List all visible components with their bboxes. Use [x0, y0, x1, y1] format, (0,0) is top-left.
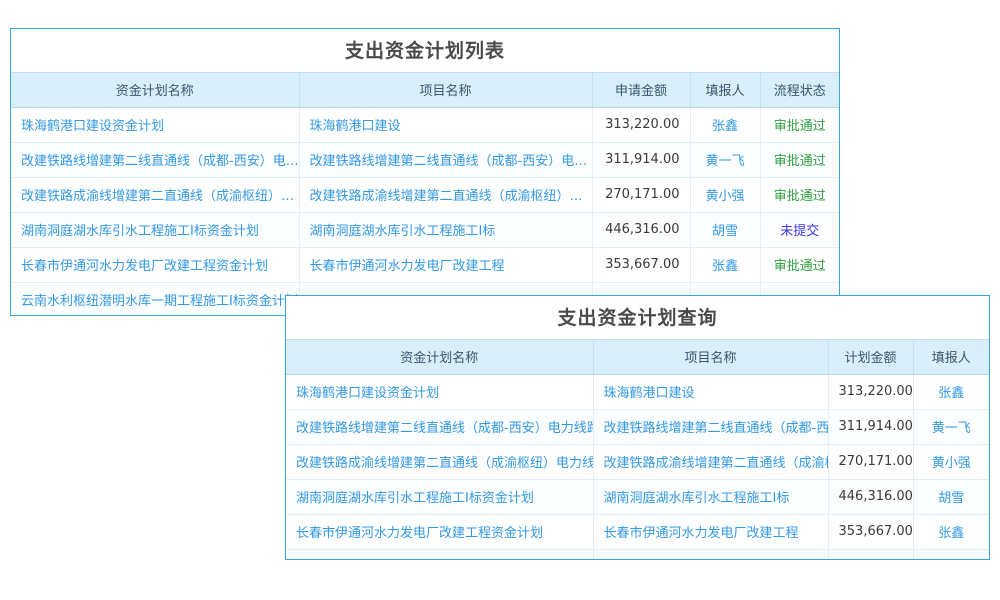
table-row[interactable]: 改建铁路线增建第二线直通线（成都-西安）电力线路迁 改建铁路线增建第二线直通线（… — [286, 409, 989, 445]
plan-query-table: 资金计划名称 项目名称 计划金额 填报人 珠海鹤港口建设资金计划 珠海鹤港口建设… — [286, 340, 989, 559]
cell-plan-name[interactable]: 改建铁路线增建第二线直通线（成都-西安）电力线路迁 — [286, 409, 594, 445]
cell-plan-name[interactable]: 长春市伊通河水力发电厂改建工程资金计划 — [11, 247, 300, 283]
cell-plan-name[interactable]: 珠海鹤港口建设资金计划 — [11, 107, 300, 143]
cell-plan-name[interactable]: 湖南洞庭湖水库引水工程施工I标资金计划 — [11, 212, 300, 248]
cell-plan-name[interactable]: 湖南洞庭湖水库引水工程施工I标资金计划 — [286, 479, 594, 515]
cell-amount: 313,220.00 — [592, 107, 691, 143]
column-header-amount[interactable]: 申请金额 — [592, 73, 691, 108]
column-header-plan-name[interactable]: 资金计划名称 — [11, 73, 300, 108]
cell-amount: 446,316.00 — [828, 479, 914, 515]
cell-amount: 446,316.00 — [592, 212, 691, 248]
cell-project-name[interactable]: 长春市伊通河水力发电厂改建工程 — [299, 247, 593, 283]
cell-plan-name[interactable]: 长春市伊通河水力发电厂改建工程资金计划 — [286, 514, 594, 550]
cell-plan-name[interactable]: 云南水利枢纽潜明水库一期工程施工I标资金计划 — [11, 282, 300, 315]
status-badge: 审批通过 — [760, 107, 839, 143]
cell-project-name[interactable]: 湖南洞庭湖水库引水工程施工I标 — [593, 479, 829, 515]
status-badge: 审批通过 — [760, 142, 839, 178]
cell-reporter[interactable]: 黄小强 — [913, 444, 989, 480]
table-header-row: 资金计划名称 项目名称 申请金额 填报人 流程状态 — [11, 73, 839, 108]
cell-project-name[interactable]: 改建铁路成渝线增建第二直通线（成渝枢 — [593, 444, 829, 480]
cell-plan-name[interactable]: 改建铁路线增建第二线直通线（成都-西安）电… — [11, 142, 300, 178]
cell-plan-name[interactable]: 改建铁路成渝线增建第二直通线（成渝枢纽）电力线路迁 — [286, 444, 594, 480]
expenditure-plan-list-panel: 支出资金计划列表 资金计划名称 项目名称 申请金额 填报人 流程状态 珠海鹤港口… — [10, 28, 840, 316]
column-header-plan-name[interactable]: 资金计划名称 — [286, 340, 594, 375]
column-header-status[interactable]: 流程状态 — [760, 73, 839, 108]
status-badge: 审批通过 — [760, 247, 839, 283]
cell-amount: 270,171.00 — [828, 444, 914, 480]
cell-reporter[interactable]: 胡雪 — [690, 212, 761, 248]
cell-amount: 353,667.00 — [828, 514, 914, 550]
cell-project-name[interactable]: 改建铁路成渝线增建第二直通线（成渝枢纽）… — [299, 177, 593, 213]
column-header-project-name[interactable]: 项目名称 — [593, 340, 829, 375]
cell-amount: 325,245.00 — [828, 549, 914, 559]
cell-reporter[interactable]: 张鑫 — [913, 374, 989, 410]
status-badge: 审批通过 — [760, 177, 839, 213]
cell-project-name[interactable]: 珠海鹤港口建设 — [593, 374, 829, 410]
table-row[interactable]: 长春市伊通河水力发电厂改建工程资金计划 长春市伊通河水力发电厂改建工程 353,… — [11, 247, 839, 283]
cell-plan-name[interactable]: 云南水利枢纽潜明水库一期工程施工I标资金计划 — [286, 549, 594, 559]
table-row[interactable]: 珠海鹤港口建设资金计划 珠海鹤港口建设 313,220.00 张鑫 — [286, 374, 989, 410]
cell-amount: 311,914.00 — [592, 142, 691, 178]
cell-project-name[interactable]: 改建铁路线增建第二线直通线（成都-西安 — [593, 409, 829, 445]
plan-list-table: 资金计划名称 项目名称 申请金额 填报人 流程状态 珠海鹤港口建设资金计划 珠海… — [11, 73, 839, 315]
table-header-row: 资金计划名称 项目名称 计划金额 填报人 — [286, 340, 989, 375]
cell-reporter[interactable]: 黄敏 — [913, 549, 989, 559]
table-row[interactable]: 珠海鹤港口建设资金计划 珠海鹤港口建设 313,220.00 张鑫 审批通过 — [11, 107, 839, 143]
cell-plan-name[interactable]: 珠海鹤港口建设资金计划 — [286, 374, 594, 410]
table-row[interactable]: 湖南洞庭湖水库引水工程施工I标资金计划 湖南洞庭湖水库引水工程施工I标 446,… — [11, 212, 839, 248]
table-row[interactable]: 湖南洞庭湖水库引水工程施工I标资金计划 湖南洞庭湖水库引水工程施工I标 446,… — [286, 479, 989, 515]
page-title: 支出资金计划列表 — [11, 29, 839, 73]
cell-project-name[interactable]: 长春市伊通河水力发电厂改建工程 — [593, 514, 829, 550]
table-row[interactable]: 云南水利枢纽潜明水库一期工程施工I标资金计划 云南水利枢纽潜明水库一期工程施工I… — [286, 549, 989, 559]
cell-amount: 311,914.00 — [828, 409, 914, 445]
cell-reporter[interactable]: 黄小强 — [690, 177, 761, 213]
cell-reporter[interactable]: 张鑫 — [913, 514, 989, 550]
cell-amount: 313,220.00 — [828, 374, 914, 410]
cell-project-name[interactable]: 改建铁路线增建第二线直通线（成都-西安）电… — [299, 142, 593, 178]
cell-amount: 353,667.00 — [592, 247, 691, 283]
cell-project-name[interactable]: 珠海鹤港口建设 — [299, 107, 593, 143]
table-row[interactable]: 改建铁路线增建第二线直通线（成都-西安）电… 改建铁路线增建第二线直通线（成都-… — [11, 142, 839, 178]
cell-project-name[interactable]: 云南水利枢纽潜明水库一期工程施工I标 — [593, 549, 829, 559]
cell-project-name[interactable]: 湖南洞庭湖水库引水工程施工I标 — [299, 212, 593, 248]
cell-reporter[interactable]: 黄一飞 — [913, 409, 989, 445]
query-panel-title: 支出资金计划查询 — [286, 296, 989, 340]
column-header-plan-amount[interactable]: 计划金额 — [828, 340, 914, 375]
expenditure-plan-query-panel: 支出资金计划查询 资金计划名称 项目名称 计划金额 填报人 珠海鹤港口建设资金计… — [285, 295, 990, 560]
cell-reporter[interactable]: 胡雪 — [913, 479, 989, 515]
table-row[interactable]: 改建铁路成渝线增建第二直通线（成渝枢纽）… 改建铁路成渝线增建第二直通线（成渝枢… — [11, 177, 839, 213]
table-row[interactable]: 改建铁路成渝线增建第二直通线（成渝枢纽）电力线路迁 改建铁路成渝线增建第二直通线… — [286, 444, 989, 480]
cell-reporter[interactable]: 张鑫 — [690, 247, 761, 283]
column-header-project-name[interactable]: 项目名称 — [299, 73, 593, 108]
table-row[interactable]: 长春市伊通河水力发电厂改建工程资金计划 长春市伊通河水力发电厂改建工程 353,… — [286, 514, 989, 550]
column-header-reporter[interactable]: 填报人 — [913, 340, 989, 375]
column-header-reporter[interactable]: 填报人 — [690, 73, 761, 108]
status-badge: 未提交 — [760, 212, 839, 248]
cell-amount: 270,171.00 — [592, 177, 691, 213]
cell-reporter[interactable]: 张鑫 — [690, 107, 761, 143]
cell-reporter[interactable]: 黄一飞 — [690, 142, 761, 178]
cell-plan-name[interactable]: 改建铁路成渝线增建第二直通线（成渝枢纽）… — [11, 177, 300, 213]
